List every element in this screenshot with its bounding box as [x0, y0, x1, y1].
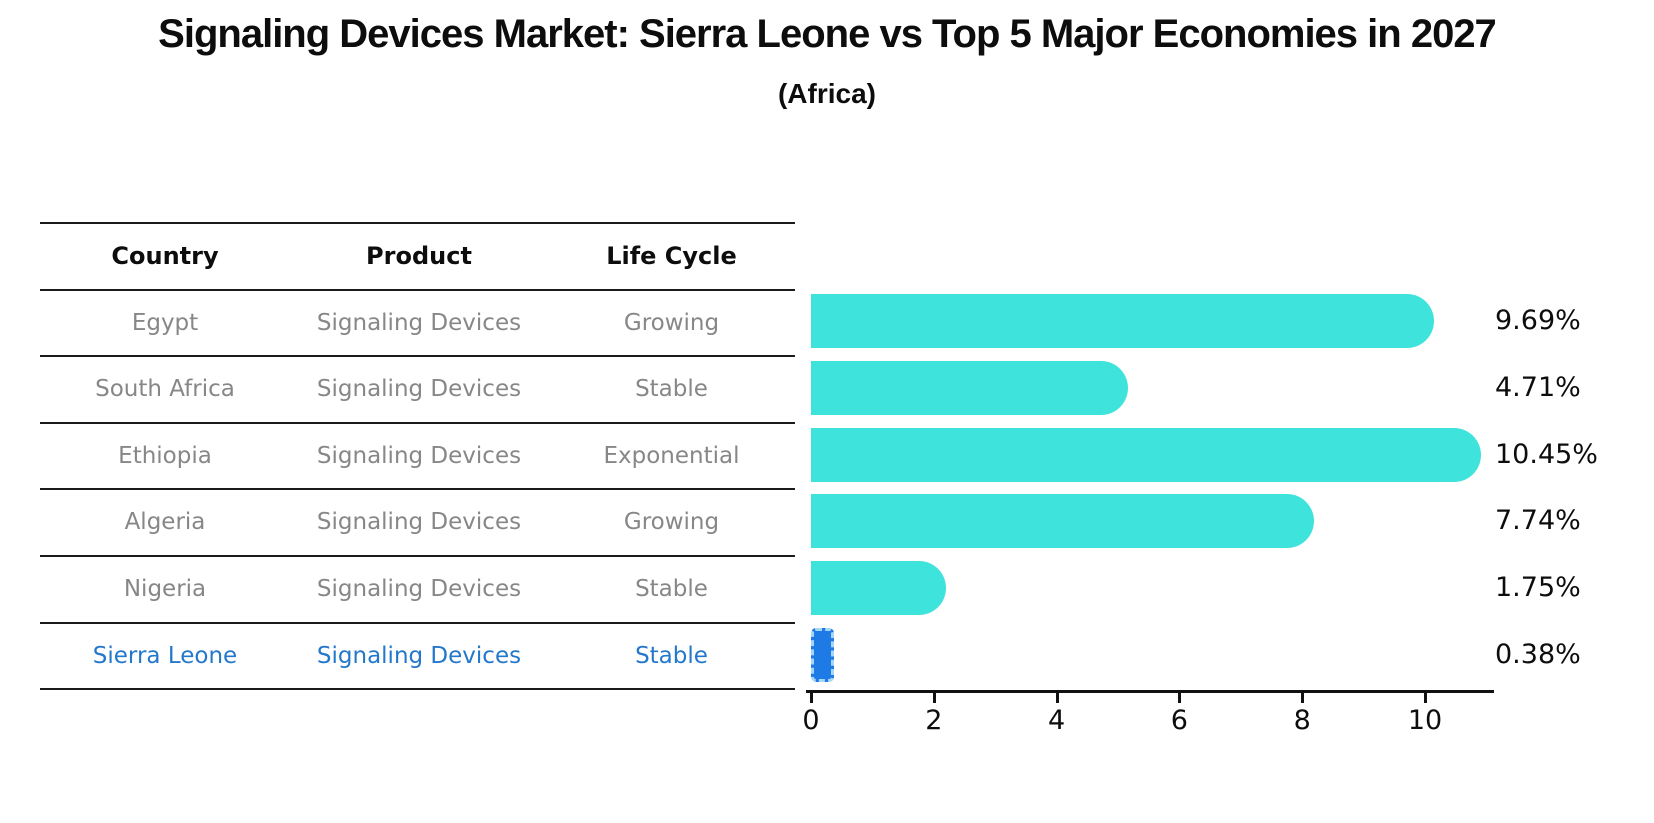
cell-country: Sierra Leone — [92, 642, 238, 669]
x-axis-tick — [1424, 692, 1427, 703]
table-header-row: Country Product Life Cycle — [40, 224, 795, 291]
table-row: Ethiopia Signaling Devices Exponential — [40, 424, 795, 491]
value-label: 7.74% — [1495, 505, 1581, 536]
table-row: Egypt Signaling Devices Growing — [40, 291, 795, 358]
bar-nigeria — [811, 561, 946, 615]
x-axis-tick — [810, 692, 813, 703]
cell-lifecycle: Growing — [623, 509, 720, 536]
x-axis-tick-label: 2 — [925, 705, 943, 736]
value-label: 10.45% — [1495, 439, 1598, 470]
x-axis-tick — [1301, 692, 1305, 703]
table-row: Sierra Leone Signaling Devices Stable — [40, 624, 795, 691]
x-axis-tick — [932, 692, 936, 703]
x-axis-tick-label: 8 — [1293, 705, 1311, 736]
bar-south-africa — [811, 361, 1128, 415]
x-axis-tick — [1178, 692, 1182, 703]
cell-country: Ethiopia — [118, 442, 212, 469]
table-row: Nigeria Signaling Devices Stable — [40, 557, 795, 624]
x-axis-line — [806, 690, 1494, 693]
cell-country: Egypt — [131, 309, 199, 336]
cell-country: Algeria — [124, 509, 206, 536]
data-table: Country Product Life Cycle Egypt Signalin… — [40, 222, 795, 691]
x-axis-tick-label: 4 — [1048, 705, 1066, 736]
table-row: South Africa Signaling Devices Stable — [40, 357, 795, 424]
table-row: Algeria Signaling Devices Growing — [40, 490, 795, 557]
x-axis-tick-label: 0 — [802, 705, 820, 736]
cell-lifecycle: Stable — [635, 642, 708, 669]
value-label: 9.69% — [1495, 305, 1581, 336]
cell-country: Nigeria — [123, 575, 207, 602]
header-cell-product: Product — [366, 242, 472, 270]
cell-product: Signaling Devices — [316, 442, 522, 469]
header-cell-country: Country — [111, 242, 219, 270]
header-cell-lifecycle: Life Cycle — [606, 242, 737, 270]
cell-lifecycle: Exponential — [603, 442, 740, 469]
bar-algeria — [811, 494, 1314, 548]
value-label: 1.75% — [1495, 572, 1581, 603]
cell-country: South Africa — [95, 376, 235, 403]
value-label: 4.71% — [1495, 372, 1581, 403]
cell-product: Signaling Devices — [316, 575, 522, 602]
bar-sierra-leone — [811, 628, 834, 682]
cell-product: Signaling Devices — [316, 309, 522, 336]
cell-lifecycle: Growing — [623, 309, 720, 336]
chart-subtitle: (Africa) — [777, 78, 876, 109]
bar-ethiopia — [811, 428, 1481, 482]
x-axis-tick — [1055, 692, 1059, 703]
cell-product: Signaling Devices — [316, 509, 522, 536]
cell-product: Signaling Devices — [316, 376, 522, 403]
bar-egypt — [811, 294, 1434, 348]
x-axis-tick-label: 10 — [1407, 705, 1443, 736]
value-label: 0.38% — [1495, 639, 1581, 670]
cell-lifecycle: Stable — [635, 376, 708, 403]
cell-lifecycle: Stable — [635, 575, 708, 602]
cell-product: Signaling Devices — [316, 642, 522, 669]
x-axis-tick-label: 6 — [1170, 705, 1188, 736]
chart-title: Signaling Devices Market: Sierra Leone v… — [158, 12, 1497, 56]
